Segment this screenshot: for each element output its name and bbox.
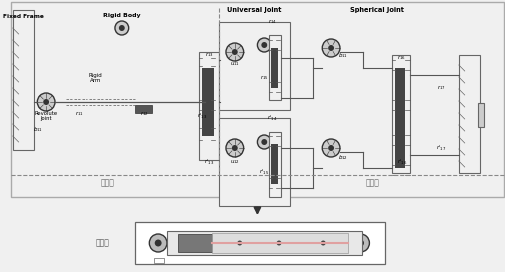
Text: $r_{15}$: $r_{15}$ [260, 73, 268, 82]
Circle shape [115, 21, 128, 35]
Circle shape [328, 145, 333, 151]
Bar [478, 103, 483, 127]
Circle shape [261, 42, 267, 48]
Bar [458, 55, 480, 173]
Circle shape [237, 240, 242, 246]
Circle shape [37, 93, 55, 111]
Bar [177, 234, 212, 252]
Text: Spherical Joint: Spherical Joint [349, 7, 403, 13]
Text: Universal Joint: Universal Joint [227, 7, 281, 13]
Bar [202, 68, 214, 136]
Circle shape [226, 139, 243, 157]
Bar [394, 68, 404, 168]
Bar [269, 132, 280, 197]
Circle shape [322, 139, 339, 157]
Circle shape [149, 234, 167, 252]
Text: $r'_{13}$: $r'_{13}$ [204, 157, 214, 166]
Bar [219, 118, 289, 206]
Text: $r_{13}$: $r_{13}$ [205, 51, 213, 60]
Circle shape [257, 135, 271, 149]
Bar [134, 105, 152, 113]
Text: $b_{11}$: $b_{11}$ [337, 52, 347, 60]
Text: $r_{14}$: $r_{14}$ [267, 18, 276, 26]
Circle shape [119, 25, 125, 31]
Text: 模型块: 模型块 [95, 239, 109, 248]
Text: $r_{16}$: $r_{16}$ [396, 54, 406, 63]
Circle shape [226, 43, 243, 61]
Text: Rigid Body: Rigid Body [103, 14, 140, 18]
Bar [134, 222, 384, 264]
Text: Revolute
Joint: Revolute Joint [34, 111, 58, 121]
Text: $r_{12}$: $r_{12}$ [140, 110, 148, 118]
Text: 从动臂: 从动臂 [365, 178, 379, 187]
Bar [13, 10, 34, 150]
Circle shape [351, 234, 369, 252]
Circle shape [320, 240, 325, 246]
Circle shape [328, 45, 333, 51]
Bar [154, 258, 164, 263]
Circle shape [357, 240, 363, 246]
Text: $u_{11}$: $u_{11}$ [229, 60, 239, 68]
Text: $r_{17}$: $r_{17}$ [436, 84, 445, 92]
Bar [212, 233, 347, 253]
Text: $r'_{16}$: $r'_{16}$ [396, 157, 407, 166]
Circle shape [322, 39, 339, 57]
Circle shape [231, 145, 237, 151]
Bar [11, 2, 503, 197]
Text: $u_{12}$: $u_{12}$ [229, 158, 239, 166]
Bar [269, 35, 280, 100]
Text: Fixed Frame: Fixed Frame [3, 14, 44, 18]
Circle shape [261, 139, 267, 145]
Bar [271, 48, 277, 88]
Text: $r'_{15}$: $r'_{15}$ [259, 168, 269, 177]
Bar [167, 231, 361, 255]
Circle shape [257, 38, 271, 52]
Circle shape [276, 240, 281, 246]
Text: $r_{11}$: $r_{11}$ [75, 110, 84, 118]
Text: Rigid
Arm: Rigid Arm [88, 73, 102, 84]
Text: $r'_{13}$: $r'_{13}$ [197, 112, 207, 120]
Circle shape [43, 99, 49, 105]
Text: 主动臂: 主动臂 [100, 178, 114, 187]
Circle shape [231, 49, 237, 55]
Bar [199, 52, 219, 160]
Bar [271, 144, 277, 184]
Text: $r'_{14}$: $r'_{14}$ [266, 113, 277, 123]
Text: $b_{11}$: $b_{11}$ [33, 126, 43, 134]
Bar [391, 55, 409, 173]
Text: $r'_{17}$: $r'_{17}$ [435, 143, 445, 153]
Circle shape [155, 240, 161, 246]
Bar [219, 22, 289, 110]
Text: $b_{12}$: $b_{12}$ [337, 154, 347, 162]
